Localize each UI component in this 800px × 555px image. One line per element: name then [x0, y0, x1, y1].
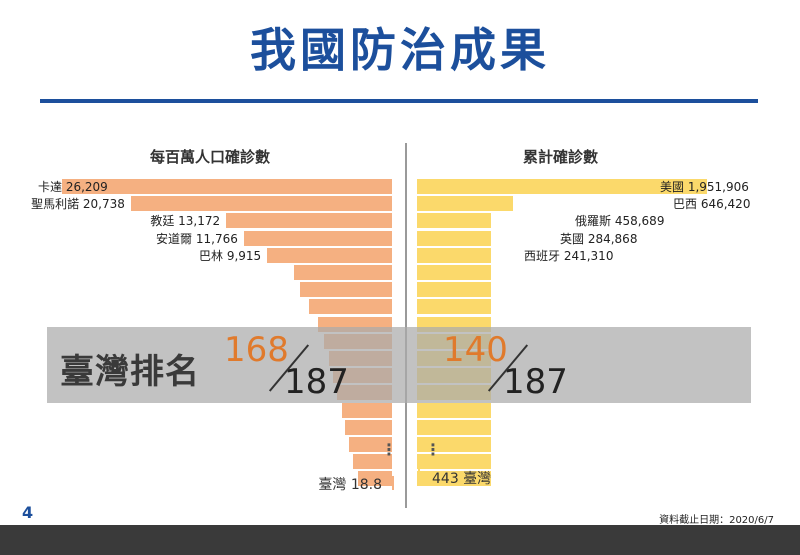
left-bar-label: 教廷 13,172: [150, 214, 220, 228]
value-label: 18.8: [350, 477, 382, 493]
category-label: 英國: [560, 231, 588, 246]
right-bar: [417, 282, 491, 298]
right-bar: [417, 419, 491, 435]
left-bar: [358, 471, 392, 487]
left-bar: [130, 196, 392, 212]
left-bar-label: 卡達 26,209: [38, 180, 108, 194]
category-label: 臺灣: [318, 477, 351, 493]
category-label: 巴林: [198, 248, 227, 263]
value-label: 20,738: [82, 197, 125, 212]
value-label: 458,689: [614, 214, 665, 229]
value-label: 26,209: [65, 180, 108, 194]
page-title: 我國防治成果: [250, 23, 550, 77]
right-bar-label: 美國 1,951,906: [660, 180, 749, 194]
left-bar: [226, 213, 392, 229]
right-bar: [417, 230, 491, 246]
cumulative-rank: 140: [443, 330, 508, 370]
right-bar-label: 英國 284,868: [560, 232, 637, 246]
left-taiwan-label: 臺灣 18.8: [318, 474, 382, 494]
right-bar: [417, 196, 514, 212]
right-bar: [417, 299, 491, 315]
left-ellipsis: ⋮: [381, 440, 397, 459]
category-label: 聖馬利諾: [31, 197, 83, 212]
value-label: 646,420: [700, 197, 751, 212]
left-taiwan-bar: [392, 476, 394, 490]
category-label: 美國: [660, 180, 688, 194]
left-bar: [300, 282, 392, 298]
category-label: 俄羅斯: [575, 214, 615, 229]
right-bar: [417, 454, 491, 470]
right-bar: [417, 471, 491, 487]
right-bar: [417, 247, 491, 263]
ranking-label: 臺灣排名: [60, 352, 200, 392]
value-label: 13,172: [178, 214, 221, 229]
right-bar-label: 西班牙 241,310: [524, 249, 613, 263]
left-bar: [349, 437, 392, 452]
left-bar: [62, 179, 392, 194]
right-ellipsis: ⋮: [425, 440, 441, 459]
right-taiwan-bar: [418, 469, 420, 483]
right-taiwan-label: 443 臺灣: [432, 468, 491, 488]
left-bar: [341, 402, 392, 418]
left-bar: [345, 419, 392, 435]
value-label: 11,766: [195, 231, 238, 246]
right-bar: [417, 265, 491, 280]
right-chart-title: 累計確診數: [523, 148, 599, 166]
right-bar: [417, 179, 707, 194]
value-label: 443: [432, 471, 464, 487]
right-bar: [417, 402, 491, 418]
left-chart-title: 每百萬人口確診數: [150, 148, 271, 166]
source-note: 資料截止日期：2020/6/7: [659, 515, 774, 526]
ranking-overlay: [47, 327, 751, 403]
page-number: 4: [22, 503, 34, 522]
left-bar-label: 安道爾 11,766: [156, 232, 238, 246]
left-bar: [352, 454, 392, 470]
right-bar-label: 巴西 646,420: [673, 197, 750, 211]
left-bar: [308, 299, 392, 315]
category-label: 卡達: [38, 180, 66, 194]
left-bar: [243, 230, 392, 246]
category-label: 教廷: [150, 214, 179, 229]
per-million-total: 187: [284, 362, 349, 402]
value-label: 9,915: [226, 248, 262, 263]
category-label: 安道爾: [156, 231, 196, 246]
chart-divider: [405, 143, 407, 508]
left-bar: [293, 265, 392, 280]
per-million-rank: 168: [224, 330, 289, 370]
slide: 我國防治成果 每百萬人口確診數 累計確診數 4 資料截止日期：2020/6/7 …: [0, 0, 800, 526]
left-bar-label: 巴林 9,915: [199, 249, 261, 263]
value-label: 1,951,906: [687, 180, 749, 194]
category-label: 西班牙: [524, 248, 564, 263]
right-bar: [417, 437, 491, 452]
cumulative-total: 187: [503, 362, 568, 402]
left-bar: [267, 247, 392, 263]
category-label: 臺灣: [463, 471, 492, 487]
category-label: 巴西: [673, 197, 701, 212]
value-label: 284,868: [587, 231, 638, 246]
left-bar-label: 聖馬利諾 20,738: [31, 197, 125, 211]
right-bar: [417, 213, 491, 229]
value-label: 241,310: [563, 248, 614, 263]
title-rule: [40, 99, 758, 103]
right-bar-label: 俄羅斯 458,689: [575, 214, 664, 228]
